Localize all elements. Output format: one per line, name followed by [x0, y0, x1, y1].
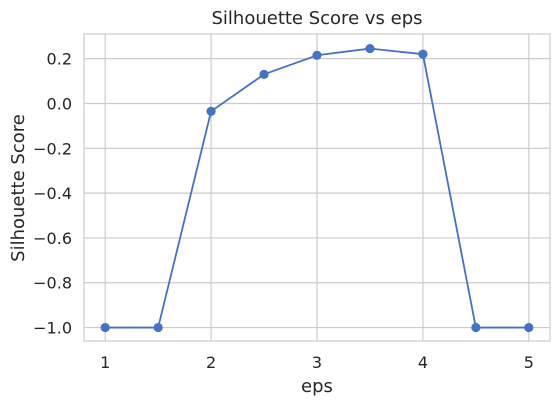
x-tick-label: 3	[312, 353, 322, 372]
x-tick-label: 1	[100, 353, 110, 372]
y-tick-label: −0.4	[33, 184, 72, 203]
data-point	[206, 106, 216, 116]
data-point	[524, 322, 534, 333]
data-point	[100, 322, 110, 333]
data-point	[259, 69, 269, 79]
x-gridlines	[104, 34, 530, 341]
y-tick-label: −0.2	[33, 139, 72, 158]
x-axis-label: eps	[301, 376, 333, 397]
chart-title: Silhouette Score vs eps	[211, 8, 422, 29]
x-tick-label: 4	[418, 353, 428, 372]
data-point	[365, 43, 375, 54]
data-point	[471, 322, 481, 333]
data-point	[418, 49, 428, 59]
data-point	[153, 322, 163, 333]
y-tick-label: −1.0	[33, 319, 72, 338]
y-tick-label: 0.2	[47, 50, 72, 69]
x-tick-label: 5	[524, 353, 534, 372]
series-layer	[100, 43, 534, 333]
y-tick-label: 0.0	[47, 94, 72, 113]
x-tick-labels: 1 2 3 4 5	[100, 353, 534, 372]
plot-frame	[83, 33, 551, 342]
y-tick-labels: 0.2 0.0 −0.2 −0.4 −0.6 −0.8 −1.0	[33, 50, 72, 338]
x-tick-label: 2	[206, 353, 216, 372]
y-axis-label: Silhouette Score	[8, 114, 29, 262]
data-point	[312, 50, 322, 60]
y-tick-label: −0.6	[33, 229, 72, 248]
y-tick-label: −0.8	[33, 274, 72, 293]
